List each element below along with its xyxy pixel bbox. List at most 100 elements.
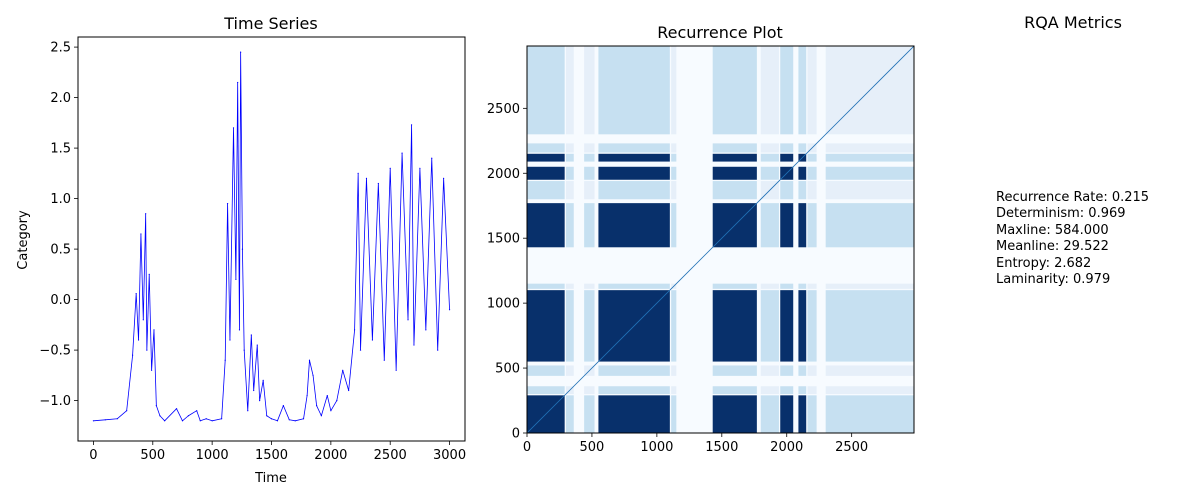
- recurrence-block: [598, 166, 670, 180]
- recurrence-block: [598, 203, 670, 248]
- recurrence-near-block: [825, 143, 914, 153]
- recurrence-near-block: [584, 290, 595, 362]
- time-series-point: [146, 349, 148, 351]
- time-series-point: [164, 420, 166, 422]
- time-series-point: [155, 405, 157, 407]
- y-tick-label: −1.0: [39, 394, 71, 409]
- recurrence-block: [780, 153, 794, 162]
- recurrence-near-block: [527, 365, 565, 376]
- y-tick-label: 2500: [487, 102, 520, 117]
- recurrence-near-block: [780, 386, 794, 395]
- recurrence-block: [780, 203, 794, 248]
- time-series-point: [238, 329, 241, 331]
- y-tick-label: 2.5: [50, 41, 71, 56]
- recurrence-near-block: [825, 365, 914, 376]
- recurrence-block: [798, 203, 807, 248]
- time-series-point: [221, 418, 223, 420]
- recurrence-near-block: [807, 386, 817, 395]
- time-series-point: [243, 349, 245, 351]
- recurrence-near-block: [527, 386, 565, 395]
- time-series-point: [383, 359, 385, 361]
- recurrence-near-block: [807, 203, 817, 248]
- recurrence-block: [527, 166, 565, 180]
- recurrence-near-block: [584, 283, 595, 289]
- time-series-x-ticks: 0 500 1000 1500 2000 2500 3000: [89, 441, 466, 463]
- metric-recurrence-rate: Recurrence Rate: 0.215: [996, 190, 1150, 205]
- recurrence-near-block: [671, 395, 677, 433]
- time-series-point: [276, 420, 279, 422]
- recurrence-near-block: [671, 166, 677, 180]
- time-series-point: [443, 177, 445, 179]
- time-series-point: [294, 420, 296, 422]
- time-series-point: [205, 418, 207, 420]
- time-series-point: [135, 292, 137, 295]
- time-series-point: [377, 182, 379, 185]
- recurrence-near-block: [760, 365, 779, 376]
- time-series-point: [431, 157, 433, 159]
- recurrence-near-block: [807, 365, 817, 376]
- recurrence-near-block: [598, 365, 670, 376]
- recurrence-near-block: [807, 395, 817, 433]
- time-series-point: [116, 418, 118, 420]
- recurrence-block: [527, 203, 565, 248]
- recurrence-near-block: [798, 143, 807, 153]
- recurrence-plot-x-ticks: 0 500 1000 1500 2000 2500: [523, 433, 868, 455]
- recurrence-near-block: [565, 203, 574, 248]
- time-series-point: [389, 167, 391, 169]
- recurrence-near-block: [671, 386, 677, 395]
- recurrence-near-block: [584, 203, 595, 248]
- y-tick-label: 1.0: [50, 192, 71, 207]
- metric-meanline: Meanline: 29.522: [996, 239, 1109, 255]
- recurrence-near-block: [712, 283, 757, 289]
- recurrence-near-block: [760, 283, 779, 289]
- x-tick-label: 0: [523, 440, 531, 455]
- x-tick-label: 1000: [640, 440, 673, 455]
- time-series-point: [288, 419, 290, 421]
- time-series-point: [224, 359, 226, 361]
- recurrence-near-block: [527, 181, 565, 200]
- time-series-point: [348, 389, 350, 392]
- recurrence-near-block: [760, 386, 779, 395]
- time-series-point: [306, 394, 308, 397]
- time-series-panel: Time Series 0 500 1000 1500 2000 2500 3000 −1.…: [16, 14, 466, 486]
- metric-determinism: Determinism: 0.969: [996, 206, 1126, 222]
- recurrence-block: [527, 290, 565, 362]
- time-series-point: [282, 405, 284, 407]
- x-tick-label: 2500: [835, 440, 868, 455]
- recurrence-near-block: [825, 153, 914, 162]
- y-tick-label: −0.5: [39, 344, 71, 359]
- recurrence-near-block: [825, 203, 914, 248]
- rqa-metrics-title: RQA Metrics: [1024, 13, 1122, 32]
- time-series-point: [312, 374, 314, 376]
- time-series-point: [247, 410, 249, 412]
- time-series-point: [253, 389, 255, 392]
- recurrence-near-block: [780, 181, 794, 200]
- recurrence-near-block: [584, 395, 595, 433]
- recurrence-block: [712, 290, 757, 362]
- recurrence-plot-title: Recurrence Plot: [657, 23, 783, 42]
- recurrence-near-block: [671, 46, 677, 135]
- recurrence-near-block: [671, 181, 677, 200]
- time-series-point: [371, 339, 373, 341]
- time-series-point: [342, 369, 344, 371]
- y-tick-label: 0.5: [50, 243, 71, 258]
- time-series-plot-area: [78, 37, 465, 441]
- recurrence-near-block: [712, 46, 757, 135]
- time-series-point: [266, 415, 268, 417]
- recurrence-block: [798, 395, 807, 433]
- metric-laminarity: Laminarity: 0.979: [996, 272, 1111, 288]
- recurrence-near-block: [798, 283, 807, 289]
- x-tick-label: 500: [580, 440, 605, 455]
- recurrence-block: [798, 166, 807, 180]
- time-series-point: [357, 172, 359, 174]
- x-tick-label: 2500: [374, 448, 407, 463]
- x-tick-label: 500: [140, 448, 165, 463]
- time-series-point: [151, 369, 153, 371]
- recurrence-near-block: [584, 166, 595, 180]
- recurrence-near-block: [671, 153, 677, 162]
- recurrence-near-block: [798, 386, 807, 395]
- time-series-point: [425, 329, 427, 331]
- recurrence-near-block: [760, 46, 779, 135]
- recurrence-near-block: [584, 181, 595, 200]
